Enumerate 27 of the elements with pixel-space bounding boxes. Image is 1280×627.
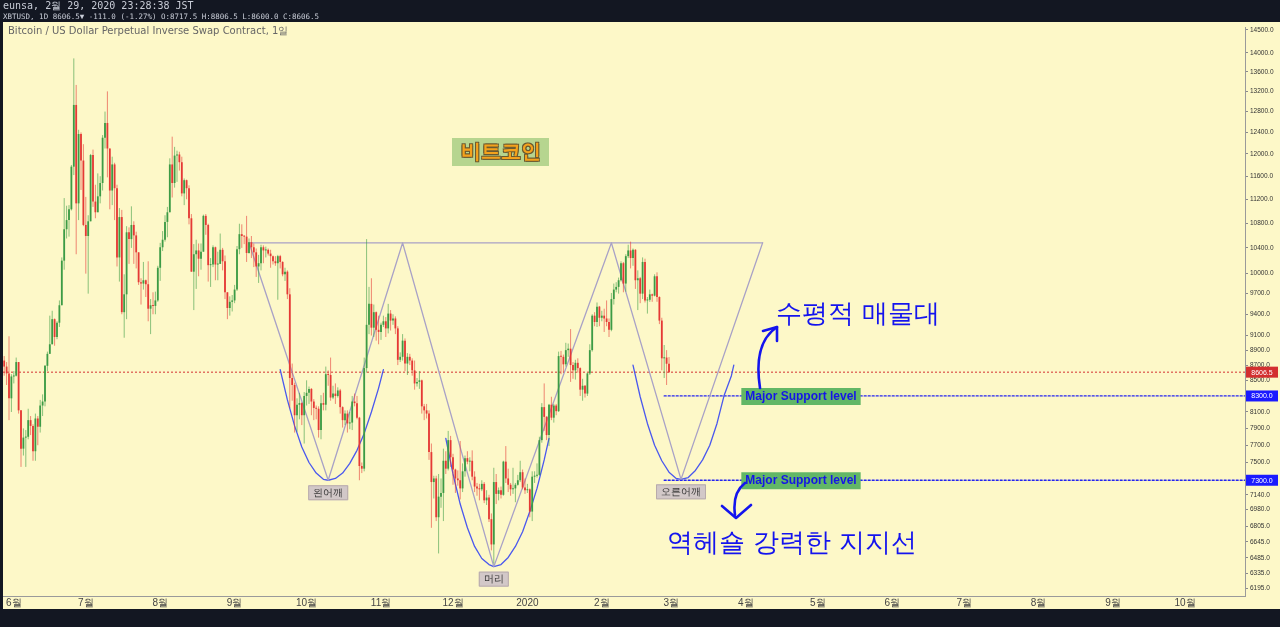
x-tick-label: 2020 — [516, 596, 539, 608]
annotation: 수평적 매물대 — [776, 296, 941, 330]
x-tick-label: 6월 — [884, 596, 900, 608]
annotation: 오른어깨 — [661, 485, 701, 497]
x-tick-label: 4월 — [738, 596, 754, 608]
x-tick-label: 12월 — [442, 596, 464, 608]
annotation: Major Support level — [745, 388, 857, 403]
x-tick-label: 8월 — [152, 596, 168, 608]
annotation: 왼어깨 — [313, 486, 344, 498]
x-tick-label: 6월 — [6, 596, 22, 608]
chart-title: Bitcoin / US Dollar Perpetual Inverse Swap Contract, 1일 — [8, 24, 289, 38]
x-tick-label: 9월 — [226, 596, 243, 608]
annotation: 역헤숄 강력한 지지선 — [666, 526, 918, 560]
x-tick-label: 2월 — [594, 596, 610, 608]
x-tick-label: 7월 — [956, 596, 972, 608]
x-tick-label: 9월 — [1105, 596, 1121, 608]
annotation: 비트코인 — [452, 138, 549, 166]
x-tick-label: 10월 — [1174, 596, 1196, 608]
annotation: Major Support level — [745, 473, 857, 488]
x-tick-label: 10월 — [296, 596, 318, 608]
x-tick-label: 11월 — [370, 596, 392, 608]
x-tick-label: 8월 — [1030, 596, 1047, 608]
x-tick-label: 5월 — [810, 596, 826, 608]
x-tick-label: 3월 — [663, 596, 680, 608]
text: eunsa, 2월 29, 2020 23:28:38 JST — [3, 0, 194, 13]
annotation: 머리 — [483, 572, 504, 584]
x-tick-label: 7월 — [78, 596, 94, 608]
